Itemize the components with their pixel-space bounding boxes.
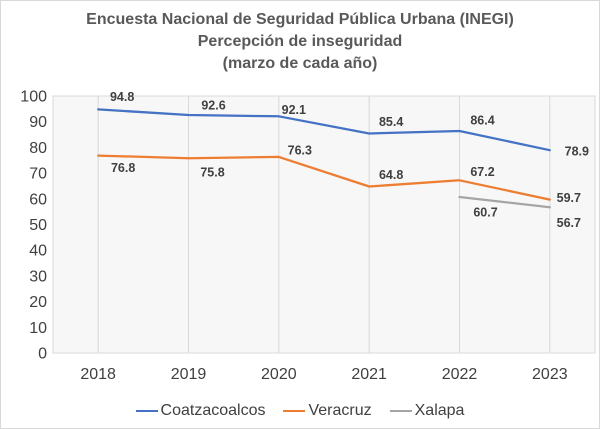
legend-line-icon [389,410,412,412]
y-tick-label: 90 [29,114,47,131]
x-tick-label: 2019 [171,366,207,383]
chart-title-block: Encuesta Nacional de Seguridad Pública U… [1,9,599,75]
chart-title: Encuesta Nacional de Seguridad Pública U… [86,11,514,28]
series-line-veracruz [97,154,551,201]
y-tick-label: 50 [29,217,47,234]
data-label-coatzacoalcos-2022: 86.4 [470,113,494,127]
x-tick-label: 2018 [80,366,116,383]
data-label-coatzacoalcos-2019: 92.6 [201,99,225,113]
series-line-xalapa [458,195,551,209]
legend-item-xalapa: Xalapa [389,402,465,420]
y-tick-label: 30 [29,268,47,285]
data-label-xalapa-2023: 56.7 [557,216,581,230]
plot-area [52,95,596,354]
y-tick-label: 0 [38,346,47,363]
x-tick-label: 2022 [442,366,478,383]
data-label-coatzacoalcos-2018: 94.8 [110,90,134,104]
data-label-veracruz-2022: 67.2 [470,165,494,179]
data-label-xalapa-2022: 60.7 [473,206,497,220]
legend-label: Veracruz [308,402,372,419]
y-tick-label: 20 [29,294,47,311]
data-label-coatzacoalcos-2021: 85.4 [379,115,403,129]
legend-label: Xalapa [414,402,465,419]
series-line-coatzacoalcos [97,108,551,152]
data-label-veracruz-2018: 76.8 [111,161,135,175]
y-tick-label: 70 [29,166,47,183]
y-tick-label: 60 [29,191,47,208]
data-label-veracruz-2020: 76.3 [288,143,312,157]
x-tick-label: 2023 [532,366,568,383]
chart-period: (marzo de cada año) [222,55,378,72]
legend-item-coatzacoalcos: Coatzacoalcos [135,402,266,420]
data-label-veracruz-2019: 75.8 [200,166,224,180]
data-label-coatzacoalcos-2023: 78.9 [565,145,589,159]
data-label-coatzacoalcos-2020: 92.1 [282,103,306,117]
legend-label: Coatzacoalcos [160,402,266,419]
y-tick-label: 80 [29,140,47,157]
y-tick-label: 10 [29,320,47,337]
chart-subtitle: Percepción de inseguridad [197,33,403,50]
chart-legend: Coatzacoalcos Veracruz Xalapa [1,400,599,422]
legend-line-icon [135,410,158,412]
data-label-veracruz-2021: 64.8 [379,168,403,182]
x-tick-label: 2020 [261,366,297,383]
y-tick-label: 100 [20,89,47,106]
data-label-veracruz-2023: 59.7 [557,191,581,205]
legend-item-veracruz: Veracruz [283,402,372,420]
legend-line-icon [283,410,306,412]
y-tick-label: 40 [29,243,47,260]
x-tick-label: 2021 [351,366,387,383]
